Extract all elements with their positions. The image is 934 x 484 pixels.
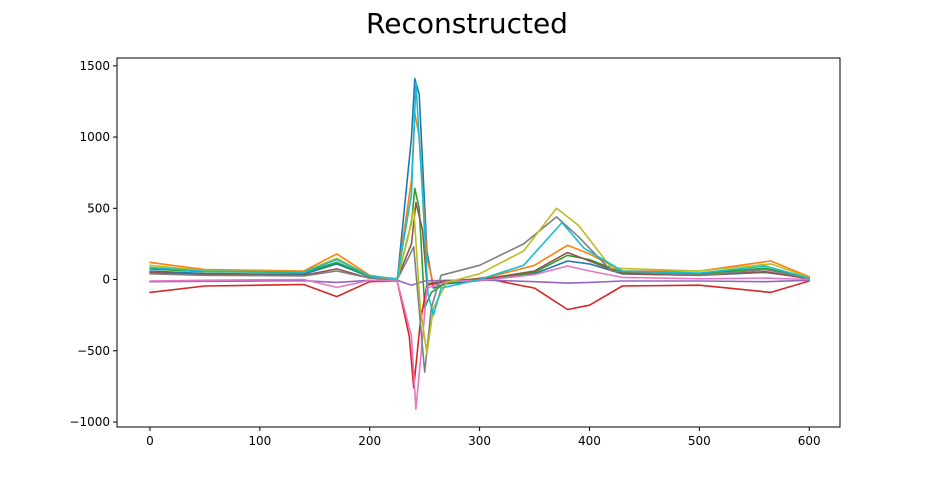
series-line-2 [149, 112, 810, 285]
y-tick-label: 1500 [79, 59, 110, 73]
series-line-1 [149, 77, 810, 289]
y-tick-label: 500 [87, 201, 110, 215]
series-line-4 [149, 278, 810, 389]
series-layer [149, 77, 810, 410]
x-tick-label: 200 [358, 434, 381, 448]
x-tick-label: 600 [798, 434, 821, 448]
series-line-7 [149, 265, 810, 410]
series-line-10 [149, 82, 810, 316]
y-tick-label: 0 [102, 273, 110, 287]
series-line-8 [149, 216, 810, 373]
plot-area-frame [116, 57, 841, 428]
y-tick-label: −500 [77, 344, 110, 358]
series-line-3 [149, 187, 810, 309]
x-tick-label: 400 [578, 434, 601, 448]
chart-title: Reconstructed [366, 7, 568, 40]
x-tick-label: 100 [248, 434, 271, 448]
x-tick-label: 300 [468, 434, 491, 448]
y-axis: −1000 −500 0 500 1000 1500 [69, 59, 117, 429]
x-axis: 0 100 200 300 400 500 600 [146, 427, 821, 448]
x-tick-label: 500 [688, 434, 711, 448]
y-tick-label: 1000 [79, 130, 110, 144]
series-line-5 [149, 279, 810, 286]
y-tick-label: −1000 [69, 415, 110, 429]
x-tick-label: 0 [146, 434, 154, 448]
